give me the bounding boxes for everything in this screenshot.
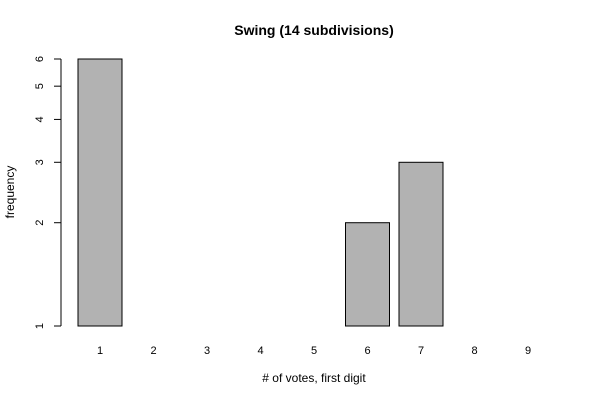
y-tick-label-1: 1 bbox=[34, 323, 46, 329]
bar-1 bbox=[77, 58, 123, 327]
y-tick-label-2: 2 bbox=[34, 220, 46, 226]
x-tick-label-4: 4 bbox=[257, 345, 263, 357]
x-tick-label-5: 5 bbox=[311, 345, 317, 357]
bar-6 bbox=[345, 222, 390, 327]
x-tick-label-8: 8 bbox=[471, 345, 477, 357]
x-axis-label: # of votes, first digit bbox=[262, 371, 366, 385]
x-tick-label-2: 2 bbox=[150, 345, 156, 357]
y-tick-label-3: 3 bbox=[34, 159, 46, 165]
chart-title: Swing (14 subdivisions) bbox=[234, 22, 393, 38]
x-tick-label-7: 7 bbox=[418, 345, 424, 357]
y-tick-label-4: 4 bbox=[34, 116, 46, 122]
y-tick-label-6: 6 bbox=[34, 56, 46, 62]
x-tick-label-9: 9 bbox=[525, 345, 531, 357]
y-ticks: 1 2 3 4 5 6 bbox=[34, 56, 61, 329]
y-tick-label-5: 5 bbox=[34, 83, 46, 89]
x-tick-labels: 1 2 3 4 5 6 7 8 9 bbox=[97, 345, 531, 357]
bar-7 bbox=[398, 161, 444, 327]
x-tick-label-6: 6 bbox=[364, 345, 370, 357]
bars bbox=[77, 58, 444, 327]
x-tick-label-1: 1 bbox=[97, 345, 103, 357]
y-axis-label: frequency bbox=[3, 166, 17, 219]
x-tick-label-3: 3 bbox=[204, 345, 210, 357]
